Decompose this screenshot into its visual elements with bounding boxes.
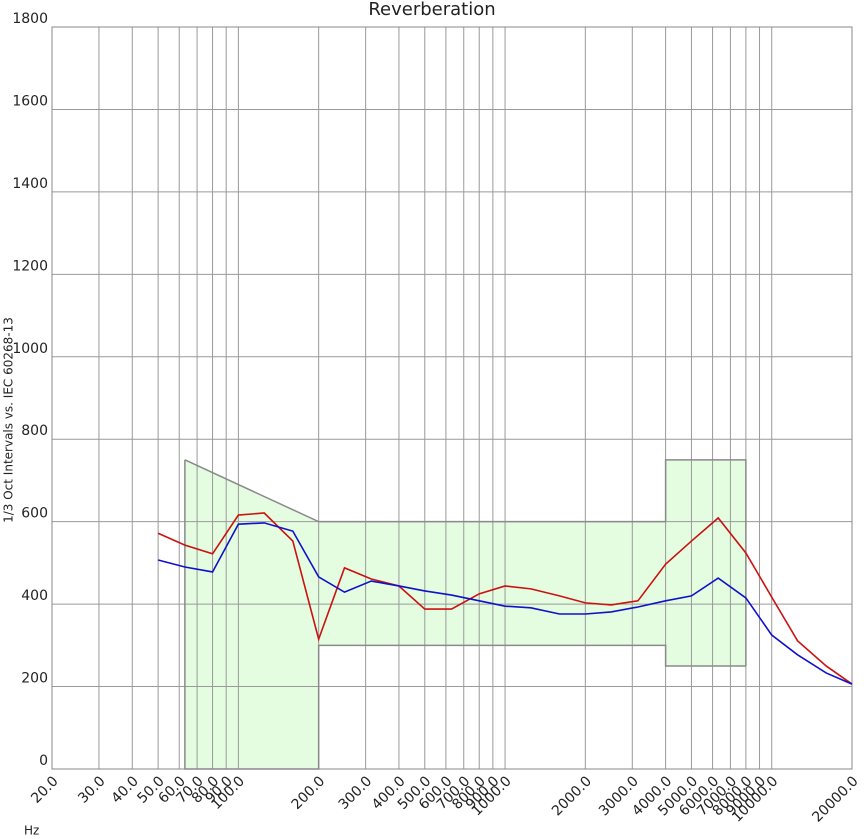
y-tick-label: 600	[21, 506, 48, 522]
series-line	[157, 512, 853, 685]
plot-frame	[51, 26, 853, 770]
tolerance-band	[184, 459, 746, 769]
y-tick-label: 800	[21, 423, 48, 439]
y-tick-label: 1800	[12, 11, 48, 27]
tolerance-lower	[184, 459, 746, 770]
x-axis-label: Hz	[24, 824, 39, 838]
tolerance-upper	[184, 459, 747, 666]
y-axis-label: 1/3 Oct Intervals vs. IEC 60268-13	[2, 317, 16, 523]
y-tick-label: 1200	[12, 258, 48, 274]
y-tick-label: 0	[39, 753, 48, 769]
y-tick-label: 1600	[12, 93, 48, 109]
chart-title: Reverberation	[368, 0, 495, 20]
y-tick-label: 1400	[12, 176, 48, 192]
y-tick-label: 200	[21, 671, 48, 687]
y-tick-label: 400	[21, 588, 48, 604]
series-line	[157, 522, 853, 685]
y-tick-label: 1000	[12, 341, 48, 357]
